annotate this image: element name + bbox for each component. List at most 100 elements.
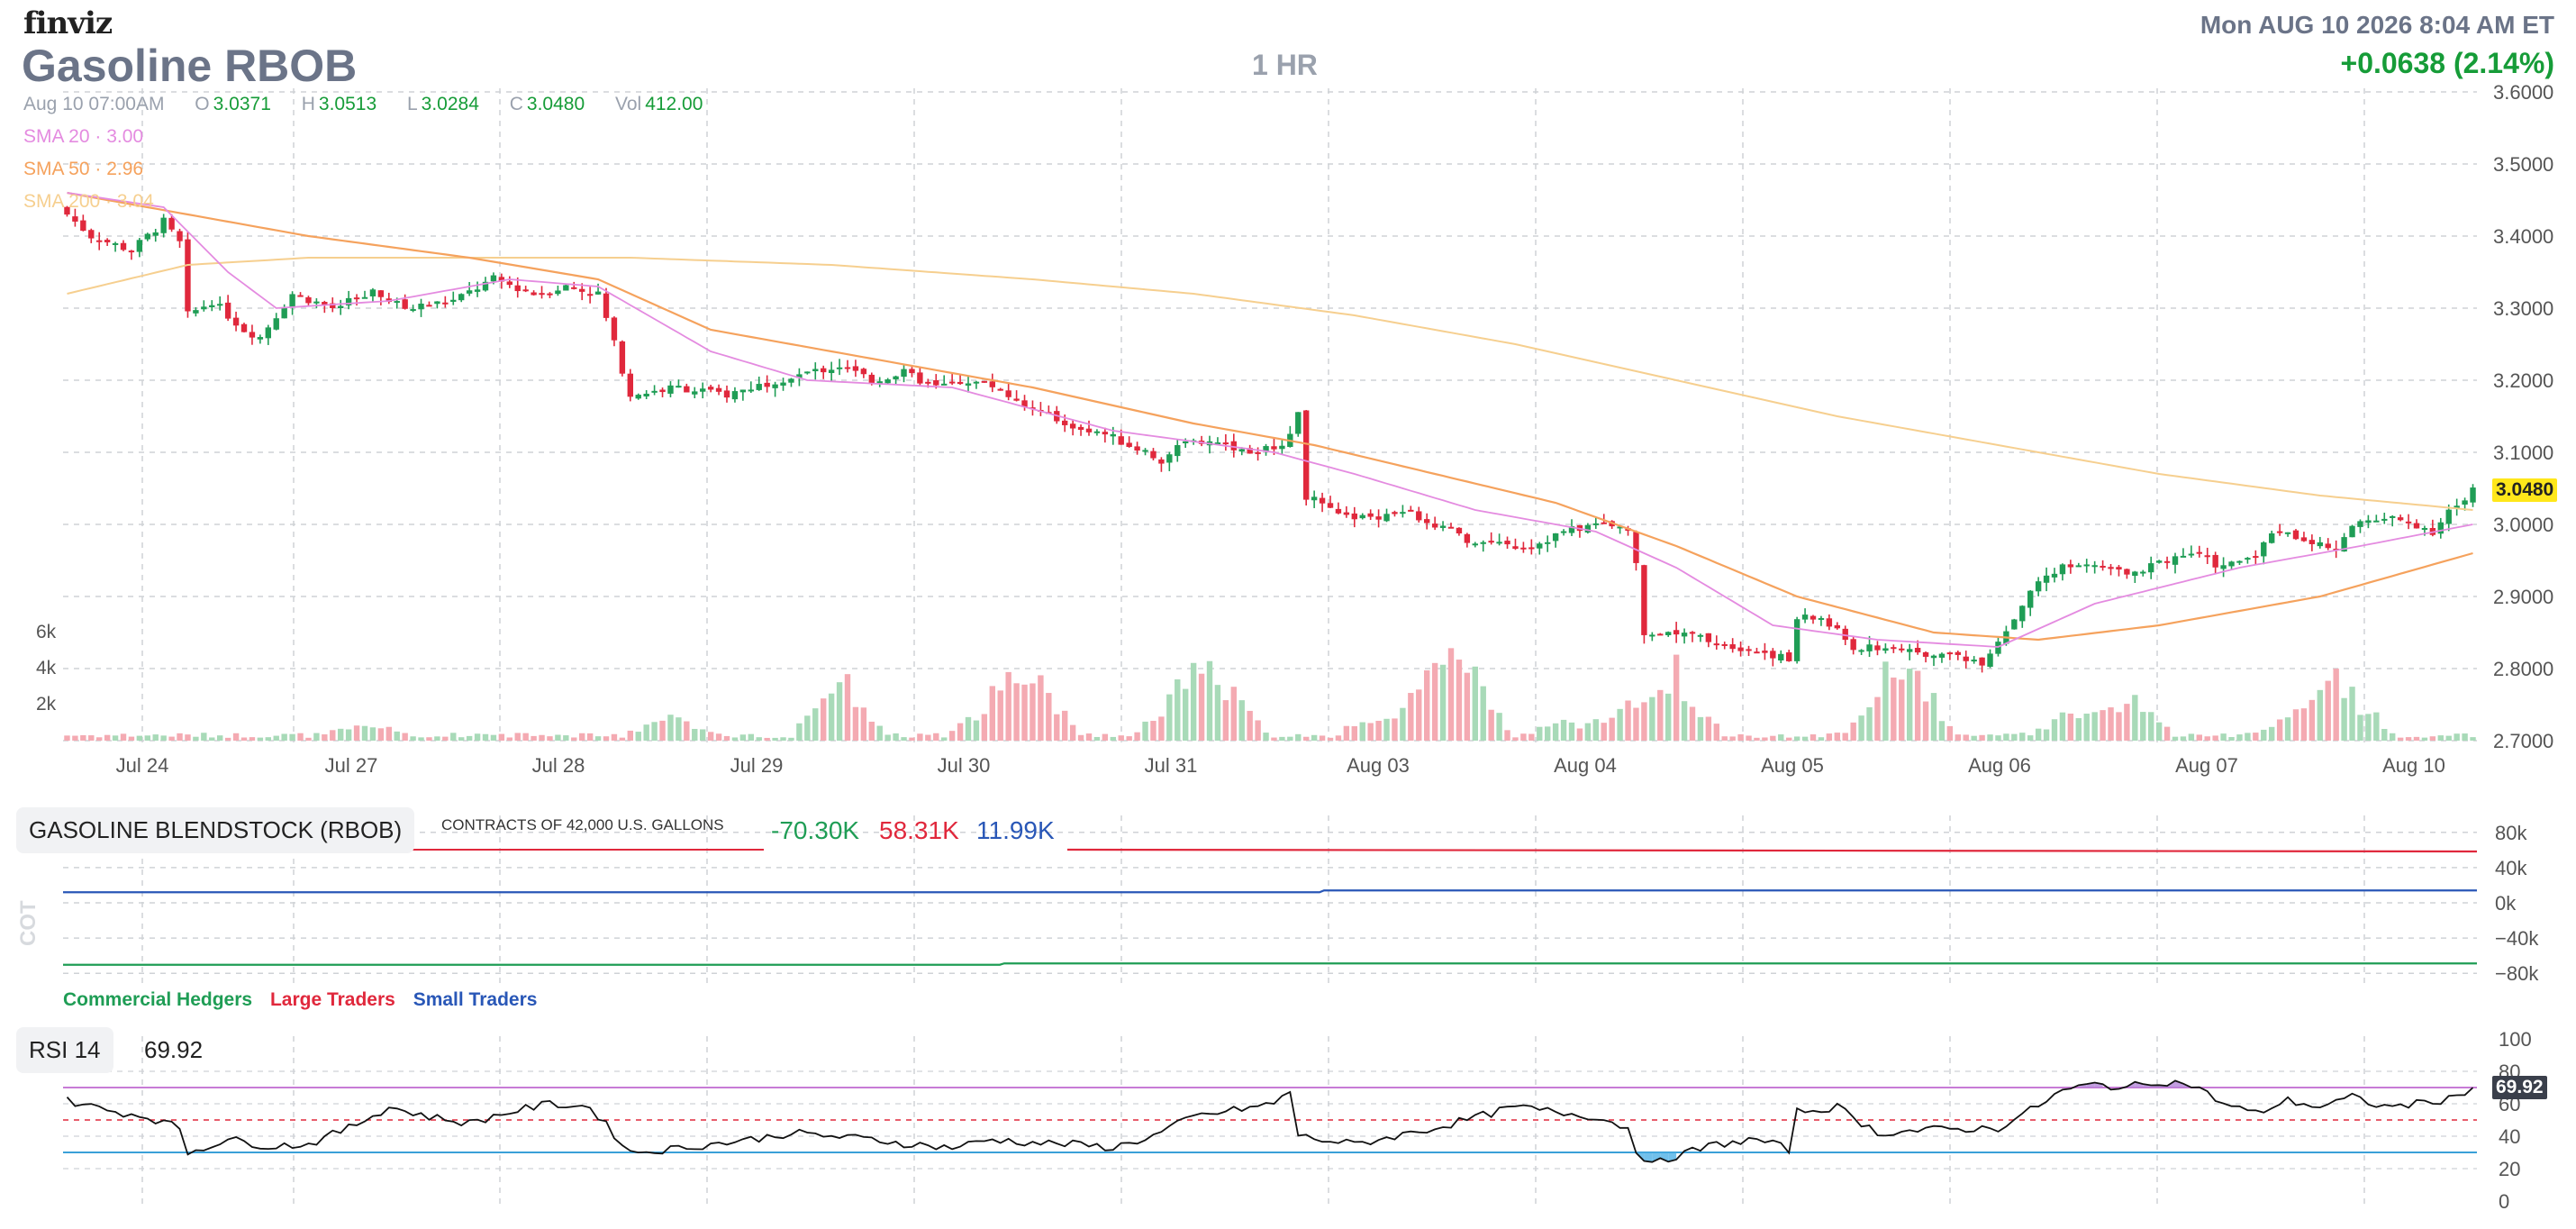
- candle-body: [2220, 565, 2227, 569]
- volume-bar: [377, 728, 385, 741]
- volume-bar: [844, 674, 851, 741]
- volume-bar: [531, 735, 537, 741]
- volume-axis-tick: 4k: [36, 658, 57, 678]
- volume-bar: [193, 736, 199, 741]
- candle-body: [1110, 433, 1116, 437]
- volume-bar: [2300, 708, 2308, 741]
- timeframe-label[interactable]: 1 HR: [1252, 49, 1318, 81]
- candle-body: [2204, 555, 2210, 558]
- volume-bar: [2236, 734, 2243, 741]
- candle-body: [1922, 651, 1929, 657]
- candle-body: [168, 217, 175, 230]
- candle-body: [1746, 649, 1752, 651]
- volume-bar: [385, 726, 392, 741]
- volume-bar: [426, 737, 432, 741]
- candle-body: [1946, 652, 1954, 655]
- volume-bar: [804, 715, 811, 741]
- price-axis-tick: 3.0000: [2493, 514, 2553, 536]
- candle-body: [232, 317, 240, 326]
- volume-bar: [2011, 733, 2018, 741]
- volume-bar: [1166, 694, 1173, 741]
- candle-body: [217, 304, 223, 306]
- candle-body: [2245, 558, 2251, 560]
- volume-bar: [2413, 736, 2420, 741]
- ohlc-readout: Aug 10 07:00AM O 3.0371 H 3.0513 L 3.0284 C…: [23, 94, 728, 115]
- candle-body: [1874, 645, 1881, 651]
- volume-bar: [1705, 716, 1712, 741]
- volume-bar: [1568, 722, 1575, 741]
- volume-bar: [2204, 736, 2210, 741]
- volume-bar: [1673, 654, 1680, 741]
- volume-bar: [2405, 737, 2412, 741]
- candle-body: [1786, 652, 1792, 661]
- candle-body: [876, 381, 883, 385]
- candle-body: [973, 381, 980, 384]
- volume-bar: [2470, 737, 2476, 741]
- volume-bar: [1424, 669, 1430, 741]
- volume-bar: [876, 725, 883, 741]
- time-axis-tick: Aug 03: [1347, 754, 1410, 777]
- volume-bar: [240, 737, 248, 741]
- candle-body: [925, 381, 931, 384]
- volume-bar: [715, 733, 722, 741]
- volume-bar: [1263, 733, 1269, 741]
- candle-body: [1392, 512, 1398, 514]
- rsi-overbought-fill: [2135, 1081, 2144, 1088]
- candle-body: [1077, 426, 1084, 431]
- candle-body: [989, 381, 995, 387]
- candle-body: [2317, 542, 2323, 547]
- candle-body: [201, 306, 207, 310]
- volume-bar: [2325, 680, 2331, 741]
- candle-body: [2390, 515, 2396, 518]
- volume-bar: [1183, 688, 1189, 741]
- legend-large-traders[interactable]: Large Traders: [269, 989, 395, 1010]
- volume-bar: [1657, 689, 1664, 741]
- volume-bar: [635, 732, 641, 741]
- candle-body: [723, 390, 730, 398]
- volume-bar: [997, 690, 1003, 741]
- cot-panel-label[interactable]: GASOLINE BLENDSTOCK (RBOB): [16, 807, 415, 853]
- volume-bar: [1238, 700, 1245, 741]
- volume-bar: [611, 733, 618, 741]
- candle-body: [676, 386, 682, 388]
- legend-small-traders[interactable]: Small Traders: [413, 989, 538, 1010]
- volume-bar: [555, 734, 561, 741]
- candle-body: [2462, 500, 2468, 505]
- finviz-logo[interactable]: finviz: [23, 5, 113, 41]
- volume-bar: [1891, 677, 1897, 741]
- volume-bar: [2341, 697, 2347, 741]
- rsi-panel-label[interactable]: RSI 14: [16, 1027, 113, 1073]
- volume-bar: [651, 722, 658, 741]
- volume-bar: [1400, 707, 1406, 741]
- volume-bar: [1190, 662, 1197, 741]
- high-label: H: [301, 94, 315, 114]
- time-axis-tick: Aug 10: [2382, 754, 2445, 777]
- volume-bar: [498, 733, 505, 741]
- low-value: 3.0284: [421, 94, 479, 114]
- sma20-legend[interactable]: SMA 20 · 3.00: [23, 126, 144, 147]
- candle-body: [257, 337, 264, 340]
- sma50-legend[interactable]: SMA 50 · 2.96: [23, 159, 144, 179]
- candle-body: [1721, 643, 1728, 646]
- candle-body: [627, 373, 633, 397]
- volume-bar: [1746, 735, 1752, 741]
- volume-bar: [1085, 733, 1093, 741]
- volume-bar: [1681, 701, 1688, 741]
- candle-body: [852, 366, 859, 371]
- sma200-legend[interactable]: SMA 200 · 3.04: [23, 191, 154, 212]
- candle-body: [361, 296, 368, 299]
- candle-body: [240, 323, 248, 332]
- close-value: 3.0480: [526, 94, 585, 114]
- candle-body: [635, 395, 641, 399]
- candle-body: [2180, 555, 2187, 558]
- candle-body: [322, 302, 328, 305]
- legend-commercial-hedgers[interactable]: Commercial Hedgers: [63, 989, 253, 1010]
- candle-body: [426, 305, 432, 307]
- candle-body: [136, 240, 143, 252]
- volume-bar: [1206, 660, 1213, 741]
- candle-body: [997, 388, 1003, 391]
- candle-body: [917, 372, 923, 384]
- time-axis-tick: Aug 04: [1554, 754, 1617, 777]
- candle-body: [1255, 451, 1261, 454]
